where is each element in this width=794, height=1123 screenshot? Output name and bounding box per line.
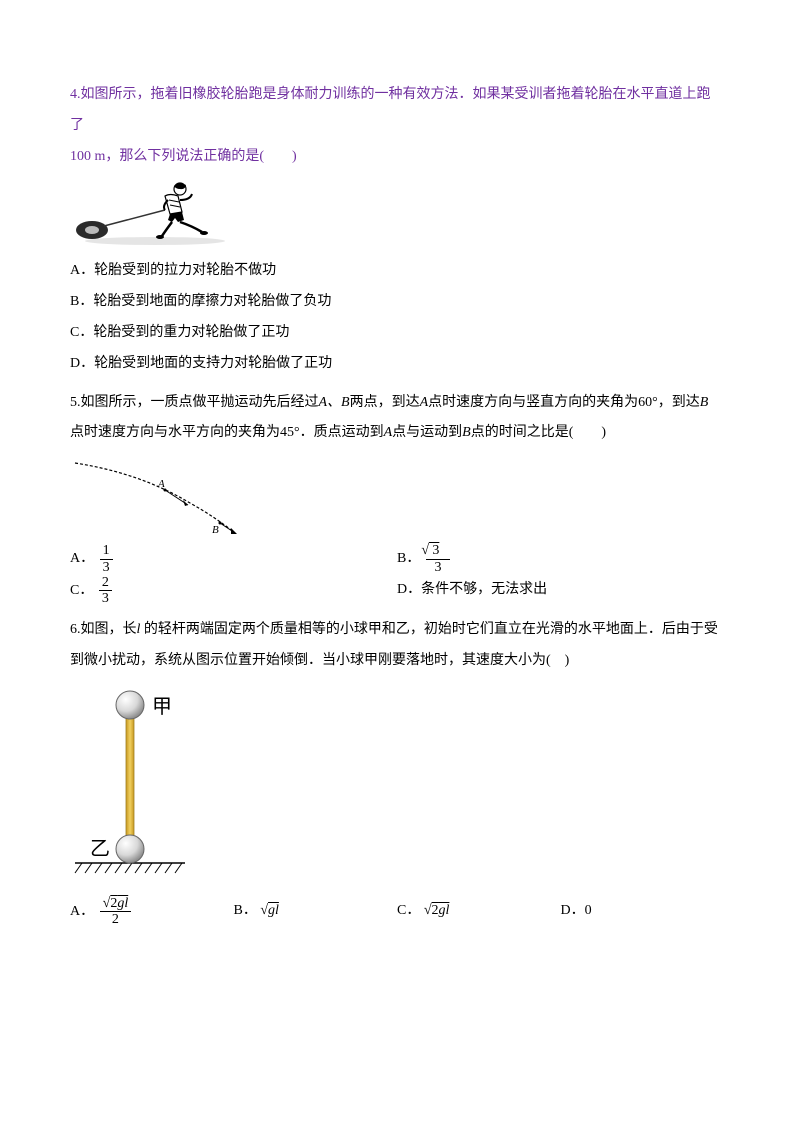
q4-text-2: 100 m，那么下列说法正确的是( ) [70,142,724,173]
q6-options: A． √2gl 2 B． √gl C． √2gl D．0 [70,896,724,928]
q5-option-c: C． 2 3 [70,575,397,607]
q5-t5: 点与运动到 [392,425,462,440]
q6-optD-label: D． [561,903,585,918]
q5-options-row1: A． 1 3 B． 3√ 3 [70,543,724,575]
q5-B: B [700,395,709,410]
label-yi: 乙 [90,838,110,860]
q5-optA-label: A． [70,551,94,566]
q5-stem: 5.如图所示，一质点做平抛运动先后经过A、B两点，到达A点时速度方向与竖直方向的… [70,388,724,419]
q4-option-d: D．轮胎受到地面的支持力对轮胎做了正功 [70,349,724,380]
q5-A2: A [384,425,393,440]
q5-optC-den: 3 [99,591,112,606]
q6-t2: 的轻杆两端固定两个质量相等的小球甲和乙，初始时它们直立在光滑的水平地面上．后由于… [70,622,718,668]
q5-optB-frac: 3√ 3 [426,543,450,575]
q5-t1: 如图所示，一质点做平抛运动先后经过 [81,395,319,410]
q6-optA-label: A． [70,904,94,919]
q6-optB-expr: √gl [260,903,279,918]
q5-option-a: A． 1 3 [70,543,397,575]
q5-t4: 点时速度方向与水平方向的夹角为45°．质点运动到 [70,425,384,440]
q6-optB-label: B． [234,903,257,918]
q4-option-c: C．轮胎受到的重力对轮胎做了正功 [70,318,724,349]
shoe-back [156,235,164,239]
q6-figure: 甲 乙 [70,683,724,888]
q6-optC-expr: √2gl [424,903,450,918]
q5-optA-frac: 1 3 [100,543,113,575]
q5-optA-den: 3 [100,560,113,575]
leg-front [180,222,202,232]
q5-stem-2: 点时速度方向与水平方向的夹角为45°．质点运动到A点与运动到B点的时间之比是( … [70,418,724,449]
q6-optA-num: √2gl [100,896,132,912]
q6-option-a: A． √2gl 2 [70,896,234,928]
rod [126,713,134,848]
q5-A1: A [420,395,429,410]
q6-optA-den: 2 [100,912,132,927]
question-4: 4.如图所示，拖着旧橡胶轮胎跑是身体耐力训练的一种有效方法．如果某受训者拖着轮胎… [70,80,724,380]
ball-yi [116,835,144,863]
q6-optD-text: 0 [585,903,592,918]
q5-t2: 两点，到达 [350,395,420,410]
q4-figure [70,178,724,248]
label-a: A [157,478,165,490]
q6-optA-frac: √2gl 2 [100,896,132,928]
torso [165,195,182,215]
q5-optB-num: 3√ [426,543,450,559]
question-6: 6.如图，长l 的轻杆两端固定两个质量相等的小球甲和乙，初始时它们直立在光滑的水… [70,615,724,928]
q5-B2: B [462,425,471,440]
q4-option-a: A．轮胎受到的拉力对轮胎不做功 [70,256,724,287]
q6-option-d: D．0 [561,896,725,928]
q4-text-1: 如图所示，拖着旧橡胶轮胎跑是身体耐力训练的一种有效方法．如果某受训者拖着轮胎在水… [70,87,711,133]
leg-back [162,222,172,236]
shoe-front [200,231,208,235]
projectile-svg: A B [70,455,250,535]
rod-balls-svg: 甲 乙 [70,683,220,888]
q5-options-row2: C． 2 3 D．条件不够，无法求出 [70,575,724,607]
q6-option-c: C． √2gl [397,896,561,928]
q5-number: 5. [70,395,81,410]
q5-optC-num: 2 [99,575,112,591]
ground-shadow [85,237,225,245]
q6-t1: 如图，长 [81,622,137,637]
label-b: B [212,524,219,535]
q5-optD-label: D． [397,582,421,597]
q5-optC-frac: 2 3 [99,575,112,607]
q6-option-b: B． √gl [234,896,398,928]
q5-optB-den: 3 [426,560,450,575]
q4-option-b: B．轮胎受到地面的摩擦力对轮胎做了负功 [70,287,724,318]
q6-number: 6. [70,622,81,637]
question-5: 5.如图所示，一质点做平抛运动先后经过A、B两点，到达A点时速度方向与竖直方向的… [70,388,724,607]
q5-optC-label: C． [70,583,93,598]
rope [104,210,165,226]
q5-optD-text: 条件不够，无法求出 [421,582,547,597]
arrow-b [231,528,237,534]
runner-tire-svg [70,178,240,248]
q6-stem: 6.如图，长l 的轻杆两端固定两个质量相等的小球甲和乙，初始时它们直立在光滑的水… [70,615,724,677]
tire-rim [85,226,99,234]
q5-optA-num: 1 [100,543,113,559]
q5-t3: 点时速度方向与竖直方向的夹角为60°，到达 [428,395,700,410]
q5-AB: A、B [319,395,350,410]
q5-option-b: B． 3√ 3 [397,543,724,575]
q5-figure: A B [70,455,724,535]
q4-number: 4. [70,87,81,102]
trajectory-curve [75,463,235,533]
ground-hatching [75,863,182,873]
q6-optC-label: C． [397,903,420,918]
q4-stem: 4.如图所示，拖着旧橡胶轮胎跑是身体耐力训练的一种有效方法．如果某受训者拖着轮胎… [70,80,724,142]
q5-option-d: D．条件不够，无法求出 [397,575,724,607]
label-jia: 甲 [152,696,172,718]
q5-t6: 点的时间之比是( ) [471,425,606,440]
ball-jia [116,691,144,719]
q5-optB-label: B． [397,551,420,566]
